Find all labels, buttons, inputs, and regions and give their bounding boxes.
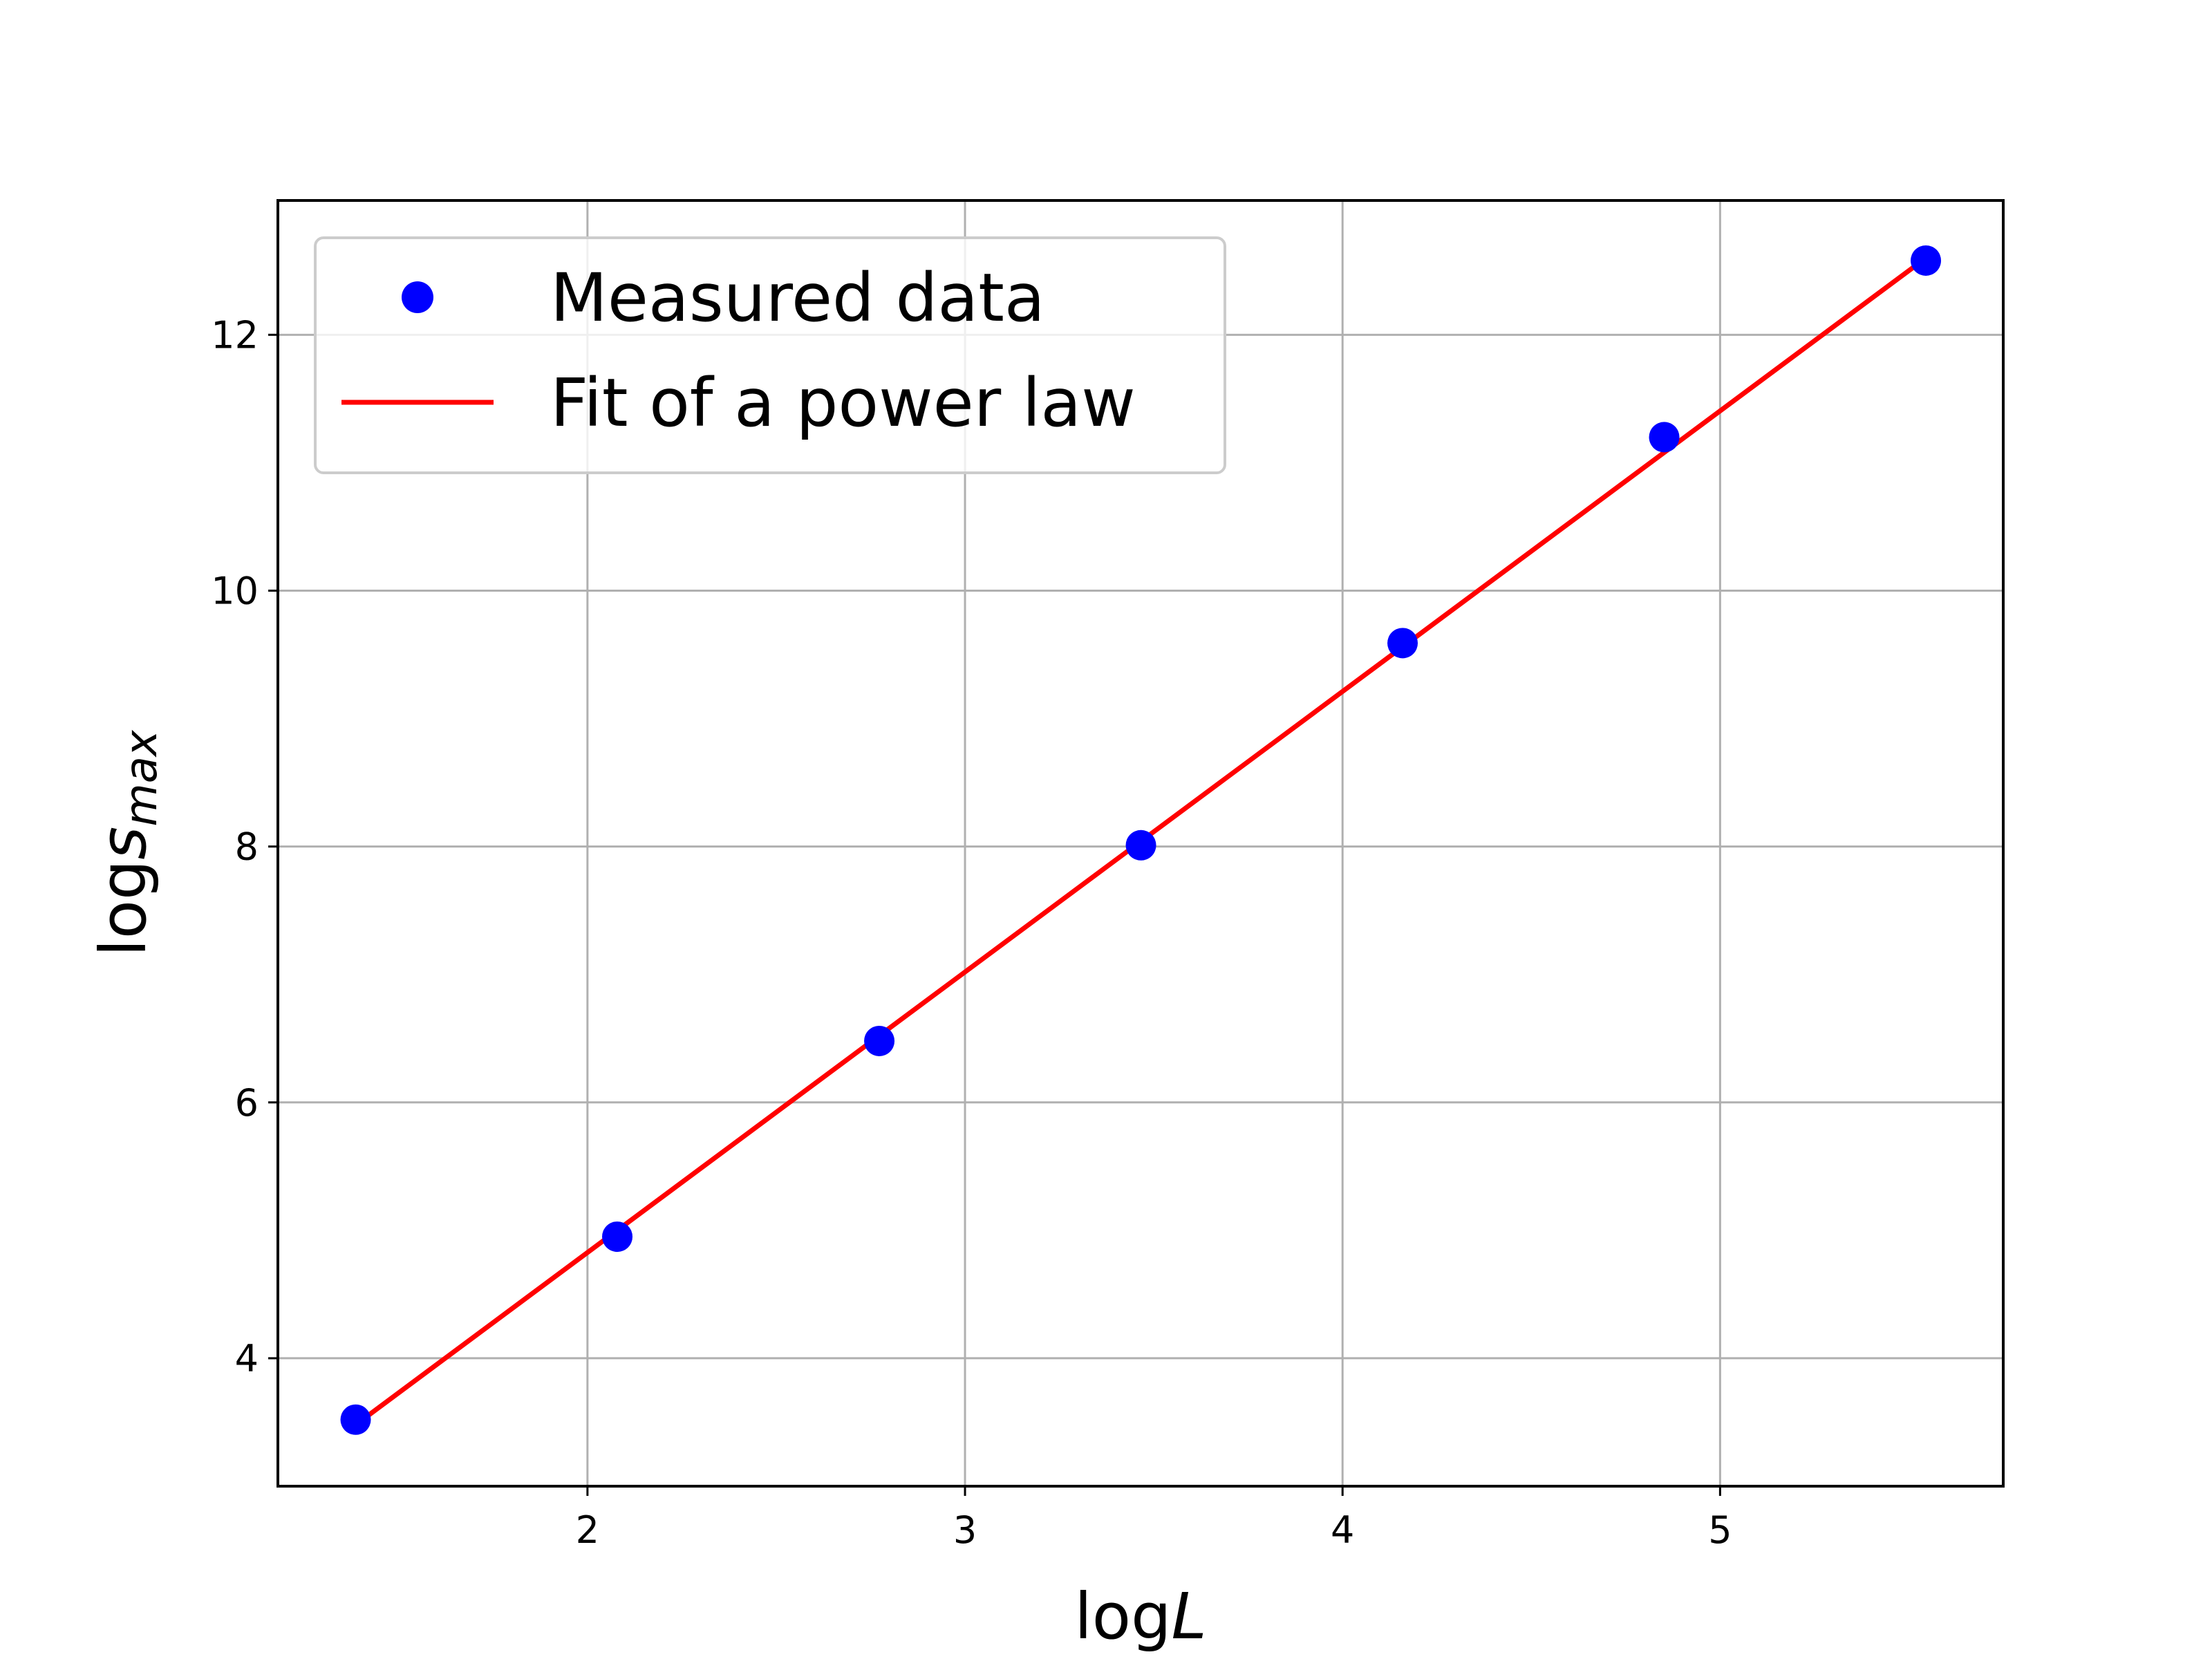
- data-point: [340, 1404, 371, 1435]
- x-tick-label: 2: [576, 1508, 599, 1552]
- y-axis-label-subscript: max: [116, 729, 167, 827]
- data-point: [602, 1221, 633, 1253]
- y-tick-label: 12: [211, 313, 259, 357]
- data-points-layer: [340, 245, 1942, 1435]
- y-tick-label: 10: [211, 569, 259, 612]
- legend-marker-measured: [402, 281, 433, 313]
- x-tick-label: 4: [1331, 1508, 1354, 1552]
- ticks: 2 3 4 5 4 6 8 10 12: [211, 313, 1732, 1552]
- y-tick-label: 6: [235, 1081, 259, 1125]
- legend-label-measured: Measured data: [550, 259, 1045, 337]
- y-tick-label: 4: [235, 1337, 259, 1380]
- plot-frame: [276, 199, 2005, 1488]
- x-tick-label: 3: [953, 1508, 977, 1552]
- data-point: [1387, 628, 1418, 659]
- data-point: [1911, 245, 1942, 276]
- x-axis-label: logL: [1074, 1580, 1207, 1653]
- legend-box: [314, 236, 1226, 474]
- data-point: [864, 1025, 895, 1056]
- y-axis-label-prefix: log: [86, 860, 160, 957]
- x-axis-label-variable: L: [1171, 1580, 1206, 1653]
- y-tick-label: 8: [235, 825, 259, 869]
- x-tick-label: 5: [1708, 1508, 1732, 1552]
- legend-label-fit: Fit of a power law: [550, 364, 1136, 442]
- x-axis-label-prefix: log: [1074, 1580, 1171, 1653]
- data-point: [1125, 830, 1156, 861]
- data-point: [1649, 422, 1680, 453]
- legend: Measured data Fit of a power law: [314, 236, 1226, 474]
- y-axis-label-variable: s: [86, 827, 160, 860]
- y-axis-label: logsmax: [86, 729, 167, 957]
